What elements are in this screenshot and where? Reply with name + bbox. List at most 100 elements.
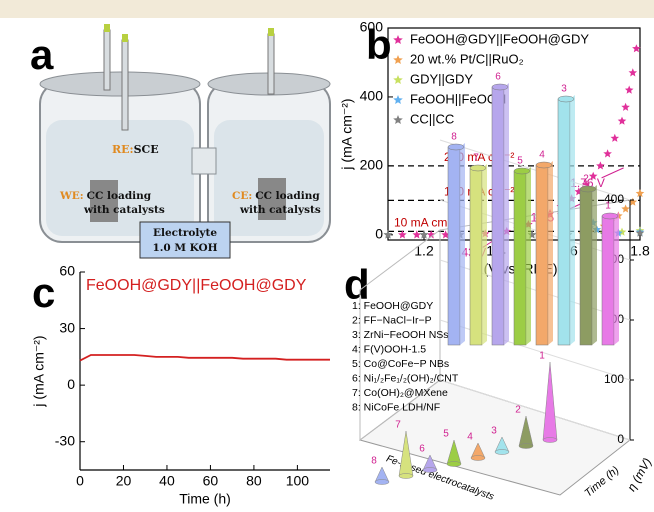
legend-label: 20 wt.% Pt/C||RuO₂ xyxy=(410,51,524,66)
data-line xyxy=(79,354,330,362)
data-point xyxy=(603,149,612,158)
legend-marker xyxy=(393,95,403,104)
x-tick-label: 80 xyxy=(246,473,262,489)
ce-line: with catalysts xyxy=(239,204,321,216)
cone-label: 6 xyxy=(419,444,425,455)
cone-base xyxy=(422,467,438,473)
data-point xyxy=(628,68,638,77)
cone-base xyxy=(494,449,510,455)
data-point xyxy=(398,230,407,239)
bar xyxy=(535,164,549,346)
data-point xyxy=(596,161,605,170)
bar-label: 3 xyxy=(561,84,567,95)
electrolyte-label: Electrolyte xyxy=(153,227,217,239)
electrode-rod xyxy=(121,39,129,131)
data-point xyxy=(635,228,645,237)
data-point xyxy=(628,197,638,206)
bar xyxy=(447,146,461,346)
data-point xyxy=(624,85,634,94)
cone-base xyxy=(518,443,534,449)
grid-line xyxy=(439,139,631,201)
x-tick-label: 100 xyxy=(286,473,310,489)
bridge xyxy=(191,147,217,175)
data-point xyxy=(412,230,422,239)
data-point xyxy=(426,230,436,239)
data-point xyxy=(617,227,627,236)
bar-top xyxy=(601,212,619,220)
x-tick-label: 1.8 xyxy=(630,243,650,259)
cone-label: 3 xyxy=(491,426,497,437)
data-point xyxy=(574,187,584,196)
re-name: SCE xyxy=(134,143,159,156)
legend-entry: 4: F(V)OOH-1.5 xyxy=(352,343,426,355)
x-axis-label: Time (h) xyxy=(179,491,231,507)
z-tick-label: 400 xyxy=(604,192,624,206)
legend-entry: 8: NiCoFe LDH/NF xyxy=(352,401,440,413)
cone-label: 5 xyxy=(443,429,449,440)
y-tick-label: 200 xyxy=(360,157,384,173)
bar-side xyxy=(482,164,487,345)
y-tick-label: 600 xyxy=(360,19,384,35)
cone-base xyxy=(542,437,558,443)
y-tick-label: 0 xyxy=(375,226,383,242)
bar-side xyxy=(526,167,531,345)
we-line: CC loading xyxy=(87,190,152,202)
panel-label: a xyxy=(30,31,54,78)
bar-side xyxy=(460,143,465,345)
data-point xyxy=(621,204,630,213)
z-tick-label: 0 xyxy=(617,432,624,446)
bar xyxy=(557,98,571,346)
electrode-tip xyxy=(268,28,274,36)
we-tag: WE: xyxy=(59,190,84,202)
cone-base xyxy=(374,479,390,485)
bar xyxy=(579,188,593,346)
working-plate xyxy=(90,180,118,222)
we-label: WE: CC loading xyxy=(59,190,152,202)
legend-marker xyxy=(393,35,403,44)
re-tag: RE: xyxy=(112,143,134,156)
bar-label: 2 xyxy=(583,174,589,185)
legend-entry: 1: FeOOH@GDY xyxy=(352,300,433,312)
legend-label: GDY||GDY xyxy=(410,71,473,86)
cone-label: 2 xyxy=(515,405,521,416)
y-axis-label: j (mA cm⁻²) xyxy=(31,335,47,407)
data-point xyxy=(632,44,641,53)
data-point xyxy=(635,189,645,198)
bar xyxy=(601,215,615,346)
z-axis-label: η (mV) xyxy=(624,455,654,493)
cone-label: 4 xyxy=(467,432,473,443)
data-point xyxy=(527,230,537,239)
bar-side xyxy=(504,83,509,345)
legend-marker xyxy=(393,115,403,124)
cone xyxy=(542,361,558,441)
x-tick-label: 40 xyxy=(159,473,175,489)
data-point xyxy=(383,230,393,239)
legend-entry: 5: Co@CoFe−P NBs xyxy=(352,358,449,370)
legend-entry: 2: FF−NaCl−Ir−P xyxy=(352,314,432,326)
ce-tag: CE: xyxy=(232,190,252,202)
bar-label: 5 xyxy=(517,156,523,167)
chart-title: FeOOH@GDY||FeOOH@GDY xyxy=(86,277,307,294)
bar-label: 7 xyxy=(473,153,479,164)
bar-side xyxy=(592,185,597,345)
left-liquid xyxy=(46,120,194,236)
electrolyte-label: 1.0 M KOH xyxy=(152,242,217,254)
legend-entry: 7: Co(OH)₂@MXene xyxy=(352,387,448,399)
annotation-arrow xyxy=(601,167,624,179)
bar xyxy=(491,86,505,346)
panel-label: b xyxy=(366,21,392,68)
electrode-rod xyxy=(267,33,275,95)
bar-side xyxy=(614,212,619,345)
panel-label: c xyxy=(32,269,55,316)
cone-label: 8 xyxy=(371,456,377,467)
cone-base xyxy=(470,455,486,461)
electrode-tip xyxy=(104,24,110,32)
left-lid xyxy=(39,71,201,97)
x-tick-label: 0 xyxy=(76,473,84,489)
reference-label: 10 mA cm⁻² xyxy=(394,216,458,230)
x-tick-label: 1.2 xyxy=(414,243,434,259)
legend-label: FeOOH||FeOOH xyxy=(410,91,506,106)
data-point xyxy=(610,133,620,142)
data-point xyxy=(581,180,591,189)
bar-top xyxy=(557,95,575,103)
